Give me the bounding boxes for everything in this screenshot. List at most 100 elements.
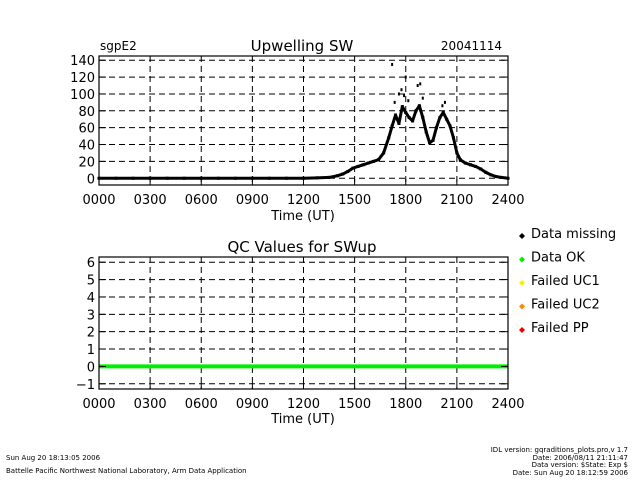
data-point [455,151,459,155]
data-point [494,175,498,179]
data-version: Data version: $State: Exp $ [531,461,628,470]
y-tick-label: −1 [76,378,95,393]
legend-item: Failed PP [519,321,589,336]
bottom-x-axis-label: Time (UT) [270,412,335,427]
data-point [458,158,462,162]
legend-marker [519,233,525,239]
data-point [441,110,445,114]
data-point [417,104,421,108]
legend-label: Data OK [531,251,585,266]
data-point [182,176,186,180]
bottom-y-tick-labels: −1 0 1 2 3 4 5 6 [76,256,508,393]
data-point [479,167,483,171]
data-point [361,163,365,167]
data-point [336,174,340,178]
y-tick-label: 2 [87,326,95,341]
date-label: 20041114 [441,39,502,53]
top-x-tick-labels: 0000 0300 0600 0900 1200 1500 1800 2100 2400 [82,179,525,208]
x-tick-label: 0600 [185,193,218,208]
y-tick-label: 5 [87,274,95,289]
data-point [284,176,288,180]
data-point [315,176,319,180]
data-point [382,151,386,155]
data-point [424,130,428,134]
y-tick-label: 60 [78,122,95,137]
data-point [431,138,435,142]
data-point [165,176,169,180]
data-point [397,121,401,125]
outlier-point [419,82,422,86]
data-point [341,172,345,176]
outlier-point [421,96,424,100]
y-tick-label: 40 [78,139,95,154]
data-point [390,124,394,128]
data-point [114,176,118,180]
y-tick-label: 100 [70,88,95,103]
data-point [407,116,411,120]
data-point [302,176,305,180]
x-tick-label: 2400 [491,193,524,208]
data-point [463,161,467,165]
legend-label: Failed PP [531,321,589,336]
data-point [356,164,360,168]
data-point [434,126,438,130]
data-point [448,124,452,128]
outlier-point [400,88,403,92]
outlier-point [393,100,396,104]
y-tick-label: 0 [87,360,95,375]
bottom-grid [99,257,508,389]
x-tick-label: 0600 [185,397,218,412]
top-x-axis-label: Time (UT) [270,209,335,224]
legend-marker [519,327,525,333]
data-point [445,117,449,121]
data-point [489,173,493,177]
y-tick-label: 4 [87,291,95,306]
data-point [404,110,408,114]
x-tick-label: 2100 [440,193,473,208]
data-point [438,116,442,120]
x-tick-label: 1500 [338,397,371,412]
x-tick-label: 1200 [287,193,320,208]
x-tick-label: 1800 [389,193,422,208]
outlier-point [391,62,394,66]
data-point [131,176,135,180]
data-point [421,116,425,120]
qc-values-chart: QC Values for SWup −1 0 1 2 3 4 5 6 0000 0300 060… [76,238,525,427]
x-tick-label: 0000 [82,193,115,208]
data-point [216,176,220,180]
outlier-point [416,84,419,88]
outlier-point [443,100,446,104]
legend-marker [519,256,525,263]
y-tick-label: 80 [78,105,95,120]
x-tick-label: 0900 [236,397,269,412]
data-point [499,175,503,179]
data-point [351,166,355,170]
outlier-point [407,99,410,103]
x-tick-label: 0900 [236,193,269,208]
data-point [327,175,331,179]
outlier-point [441,104,444,108]
run-date: Sun Aug 20 18:13:05 2006 [6,454,101,462]
legend-marker [519,303,525,310]
legend-item: Failed UC1 [519,274,600,289]
legend-label: Data missing [531,227,616,242]
site-label: sgpE2 [100,39,137,53]
legend-item: Data OK [519,251,585,266]
data-point [394,113,398,117]
version-info: IDL version: gqraditions_plots.pro,v 1.7… [491,446,628,477]
y-tick-label: 20 [78,155,95,170]
x-tick-label: 2100 [440,397,473,412]
x-tick-label: 0300 [134,397,167,412]
outlier-point [404,75,407,79]
y-tick-label: 0 [87,172,95,187]
data-point [451,136,455,140]
outlier-point [397,92,400,96]
data-point [414,109,418,113]
data-point [366,161,370,165]
legend-label: Failed UC1 [531,274,600,289]
legend-item: Failed UC2 [519,298,600,313]
data-point [233,176,237,180]
x-tick-label: 0000 [82,397,115,412]
